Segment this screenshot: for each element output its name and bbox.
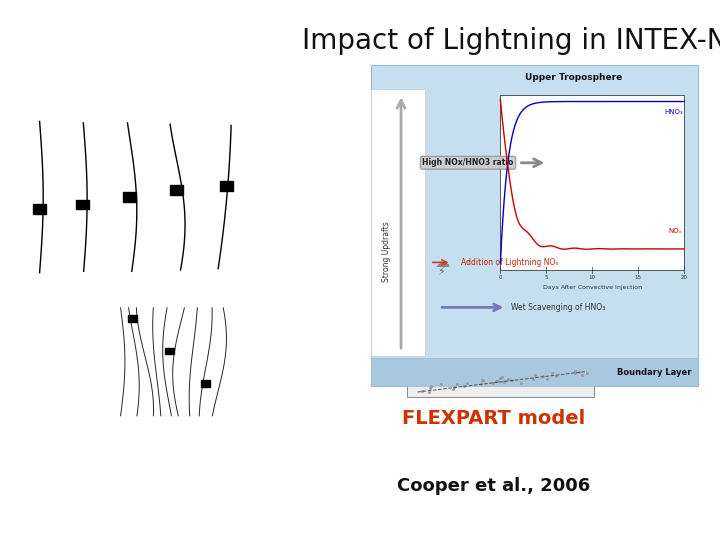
Point [516, 379, 527, 387]
Text: Days After Convective Injection: Days After Convective Injection [543, 285, 642, 290]
Text: ☁: ☁ [433, 255, 449, 270]
Point [503, 374, 514, 383]
Bar [371, 89, 425, 356]
Point [569, 369, 580, 377]
Text: Wet Scavenging of HNO₃: Wet Scavenging of HNO₃ [511, 303, 606, 312]
Point [423, 387, 435, 396]
Point [497, 373, 508, 381]
Text: 5: 5 [544, 275, 548, 280]
Text: Upper Troposphere: Upper Troposphere [526, 73, 623, 82]
Bar [371, 358, 698, 386]
Point [487, 379, 499, 388]
Point [498, 377, 510, 386]
Text: 20: 20 [680, 275, 688, 280]
Point [507, 375, 518, 384]
Point [529, 371, 541, 380]
Text: 0: 0 [499, 275, 502, 280]
Text: Impact of Lightning in INTEX-NA: Impact of Lightning in INTEX-NA [302, 27, 720, 55]
Bar [128, 315, 137, 322]
Bar [33, 204, 46, 214]
Text: NOₓ: NOₓ [669, 228, 683, 234]
Text: FLEXPART model: FLEXPART model [402, 409, 585, 428]
Bar [407, 364, 594, 397]
Point [546, 369, 558, 377]
Point [572, 368, 584, 376]
Point [495, 374, 506, 383]
Text: ⚡: ⚡ [438, 267, 445, 277]
Bar [500, 94, 684, 270]
Bar [123, 192, 136, 202]
Bar [371, 65, 698, 386]
Point [425, 382, 436, 390]
Point [569, 367, 580, 375]
Point [447, 384, 459, 393]
Point [576, 371, 588, 380]
Text: 10: 10 [589, 275, 595, 280]
Point [476, 375, 487, 384]
Point [498, 377, 510, 386]
Text: Boundary Layer: Boundary Layer [617, 368, 691, 376]
Bar [170, 185, 183, 195]
Point [416, 386, 428, 395]
Point [505, 376, 516, 384]
Bar [202, 380, 210, 387]
Text: HNO₃: HNO₃ [664, 109, 683, 115]
Point [475, 379, 487, 388]
Point [477, 375, 489, 384]
Point [435, 380, 446, 388]
Text: High NOx/HNO3 ratio: High NOx/HNO3 ratio [423, 158, 513, 167]
Point [490, 376, 502, 385]
Text: Addition of Lightning NOₓ: Addition of Lightning NOₓ [461, 258, 559, 267]
Point [424, 383, 436, 392]
Text: Strong Updrafts: Strong Updrafts [382, 221, 391, 281]
Point [449, 382, 460, 391]
Text: 15: 15 [634, 275, 642, 280]
Bar [76, 200, 89, 210]
Bar [220, 181, 233, 191]
Text: Cooper et al., 2006: Cooper et al., 2006 [397, 477, 590, 495]
Point [537, 372, 549, 380]
Bar [165, 348, 174, 354]
Point [451, 380, 463, 389]
Point [528, 375, 539, 383]
Point [541, 375, 553, 384]
Point [492, 376, 504, 385]
Point [581, 369, 593, 377]
Point [462, 379, 473, 387]
Point [551, 371, 562, 380]
Point [458, 382, 469, 390]
